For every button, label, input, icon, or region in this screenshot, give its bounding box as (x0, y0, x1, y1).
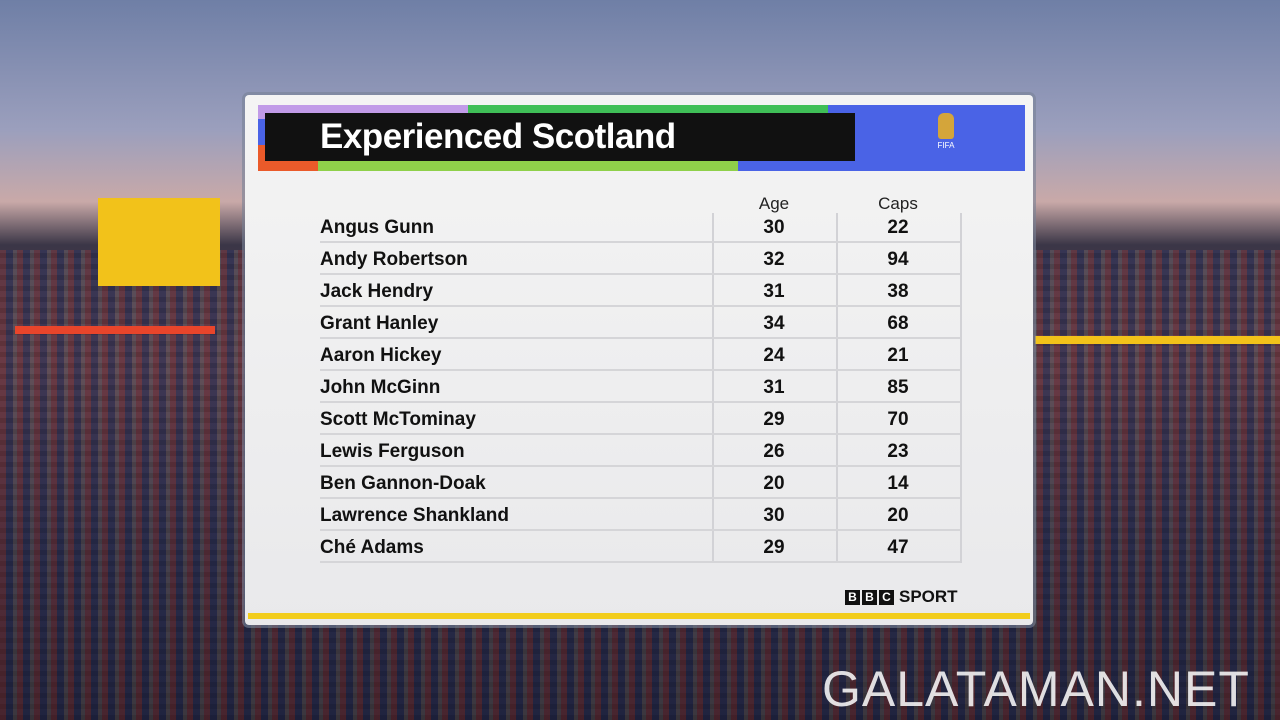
player-name: Ben Gannon-Doak (320, 473, 486, 494)
player-name: Angus Gunn (320, 217, 434, 238)
player-name: Jack Hendry (320, 281, 434, 302)
ad-board (1035, 336, 1280, 344)
cell-value: 26 (763, 441, 785, 462)
cell-value: 70 (887, 409, 909, 430)
cell-value: 24 (763, 345, 785, 366)
cell-value: 68 (887, 313, 909, 334)
brand-block: B (845, 589, 860, 605)
ad-board (15, 326, 215, 334)
row-divider (320, 305, 960, 307)
row-divider (320, 241, 960, 243)
column-separator (712, 213, 714, 563)
player-name: Lewis Ferguson (320, 441, 465, 462)
column-header: Age (758, 194, 790, 213)
cell-value: 38 (887, 281, 909, 302)
cell-value: 29 (763, 537, 785, 558)
cell-value: 14 (887, 473, 909, 494)
header-bar: Experienced Scotland FIFA (258, 105, 1025, 171)
row-divider (320, 561, 960, 563)
cell-value: 94 (887, 249, 909, 270)
watermark: GALATAMAN.NET (822, 661, 1250, 717)
cell-value: 29 (763, 409, 785, 430)
player-name: Ché Adams (320, 537, 424, 558)
row-divider (320, 369, 960, 371)
brand-suffix: SPORT (899, 587, 958, 606)
cell-value: 31 (763, 281, 785, 302)
cell-value: 22 (887, 217, 909, 238)
row-divider (320, 273, 960, 275)
footer-strip (248, 613, 1030, 619)
player-name: Andy Robertson (320, 249, 468, 270)
logo-text: FIFA (937, 141, 955, 150)
player-name: Grant Hanley (320, 313, 439, 334)
player-name: Scott McTominay (320, 409, 476, 430)
cell-value: 30 (763, 505, 785, 526)
column-separator (960, 213, 962, 563)
cell-value: 47 (887, 537, 909, 558)
player-name: Aaron Hickey (320, 345, 442, 366)
brand: B B C SPORT (845, 587, 958, 607)
cell-value: 31 (763, 377, 785, 398)
stadium-screen (98, 198, 220, 286)
row-divider (320, 497, 960, 499)
cell-value: 34 (763, 313, 785, 334)
column-separator (836, 213, 838, 563)
row-divider (320, 401, 960, 403)
brand-block: B (862, 589, 877, 605)
cell-value: 85 (887, 377, 909, 398)
graphic-panel: Experienced Scotland FIFA Age Caps Angus G… (245, 95, 1033, 625)
row-divider (320, 465, 960, 467)
cell-value: 20 (763, 473, 785, 494)
fifa-logo: FIFA (928, 113, 964, 163)
title: Experienced Scotland (265, 113, 855, 161)
row-divider (320, 337, 960, 339)
cell-value: 32 (763, 249, 785, 270)
cell-value: 30 (763, 217, 785, 238)
player-name: John McGinn (320, 377, 441, 398)
column-header: Caps (878, 194, 918, 213)
cell-value: 21 (887, 345, 909, 366)
row-divider (320, 529, 960, 531)
cell-value: 23 (887, 441, 909, 462)
cell-value: 20 (887, 505, 909, 526)
brand-block: C (879, 589, 894, 605)
row-divider (320, 433, 960, 435)
player-name: Lawrence Shankland (320, 505, 510, 526)
